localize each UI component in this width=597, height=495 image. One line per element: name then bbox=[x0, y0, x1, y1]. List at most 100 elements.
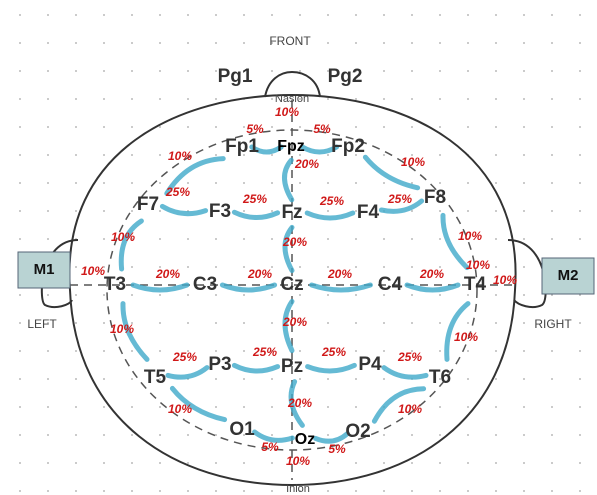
dot bbox=[579, 406, 581, 408]
dot bbox=[75, 70, 77, 72]
electrode: Pg1 bbox=[218, 66, 253, 87]
electrode: T4 bbox=[464, 274, 487, 295]
dot bbox=[215, 322, 217, 324]
dot bbox=[467, 462, 469, 464]
dot bbox=[551, 462, 553, 464]
dot bbox=[47, 350, 49, 352]
dot bbox=[103, 238, 105, 240]
dot bbox=[19, 490, 21, 492]
arrow bbox=[219, 282, 278, 293]
dot bbox=[19, 126, 21, 128]
dot bbox=[103, 42, 105, 44]
dot bbox=[383, 350, 385, 352]
dot bbox=[103, 378, 105, 380]
dot bbox=[523, 462, 525, 464]
dot bbox=[103, 350, 105, 352]
electrode: F4 bbox=[357, 202, 380, 223]
dot bbox=[523, 154, 525, 156]
arrow bbox=[313, 431, 350, 444]
dot bbox=[327, 434, 329, 436]
electrode: Pg2 bbox=[328, 66, 363, 87]
dot bbox=[103, 406, 105, 408]
percentage: 10% bbox=[275, 105, 299, 119]
dot bbox=[75, 182, 77, 184]
dot bbox=[159, 294, 161, 296]
dot bbox=[159, 126, 161, 128]
dot bbox=[411, 154, 413, 156]
dot bbox=[299, 490, 301, 492]
percentage: 10% bbox=[493, 273, 517, 287]
percentage: 20% bbox=[419, 267, 444, 281]
dot bbox=[495, 350, 497, 352]
dot bbox=[187, 154, 189, 156]
dot bbox=[411, 406, 413, 408]
dot bbox=[19, 238, 21, 240]
nose bbox=[264, 70, 321, 98]
inion-label: Inion bbox=[286, 483, 310, 495]
dot bbox=[383, 182, 385, 184]
electrode: C3 bbox=[193, 274, 217, 295]
dot bbox=[131, 14, 133, 16]
electrode: Cz bbox=[280, 274, 303, 295]
dot bbox=[467, 406, 469, 408]
electrode: O2 bbox=[345, 421, 370, 442]
dot bbox=[131, 322, 133, 324]
dot bbox=[75, 42, 77, 44]
left-ear bbox=[40, 239, 79, 309]
dot bbox=[327, 182, 329, 184]
dot bbox=[439, 406, 441, 408]
dot bbox=[75, 210, 77, 212]
dot bbox=[47, 126, 49, 128]
percentage: 10% bbox=[401, 155, 425, 169]
dot bbox=[579, 70, 581, 72]
right-label: RIGHT bbox=[534, 317, 572, 331]
dot bbox=[243, 266, 245, 268]
arrow bbox=[309, 282, 373, 293]
dot bbox=[579, 98, 581, 100]
dot bbox=[159, 182, 161, 184]
dot bbox=[467, 322, 469, 324]
dot bbox=[467, 98, 469, 100]
dot bbox=[467, 42, 469, 44]
dot bbox=[551, 70, 553, 72]
dot bbox=[131, 98, 133, 100]
dot bbox=[411, 98, 413, 100]
right-ear bbox=[507, 239, 547, 309]
dot bbox=[243, 70, 245, 72]
dot bbox=[47, 98, 49, 100]
dot bbox=[215, 70, 217, 72]
dot bbox=[131, 406, 133, 408]
dot bbox=[495, 434, 497, 436]
dot bbox=[355, 434, 357, 436]
dot bbox=[495, 210, 497, 212]
dot bbox=[159, 378, 161, 380]
dot bbox=[355, 210, 357, 212]
dot bbox=[159, 406, 161, 408]
dot bbox=[327, 98, 329, 100]
dot bbox=[215, 350, 217, 352]
dot bbox=[327, 70, 329, 72]
dot bbox=[299, 182, 301, 184]
dot bbox=[159, 322, 161, 324]
dot bbox=[439, 154, 441, 156]
dot bbox=[579, 434, 581, 436]
dot bbox=[551, 434, 553, 436]
dot bbox=[327, 462, 329, 464]
dot bbox=[327, 322, 329, 324]
dot bbox=[383, 322, 385, 324]
percentage: 25% bbox=[165, 185, 190, 199]
dot bbox=[327, 490, 329, 492]
percentage: 25% bbox=[321, 345, 346, 359]
dot bbox=[327, 210, 329, 212]
dot bbox=[19, 350, 21, 352]
dot bbox=[551, 98, 553, 100]
dot bbox=[243, 182, 245, 184]
dot bbox=[75, 434, 77, 436]
dot bbox=[355, 322, 357, 324]
dot bbox=[327, 126, 329, 128]
dot bbox=[215, 378, 217, 380]
dot bbox=[243, 126, 245, 128]
arrow bbox=[252, 429, 295, 443]
arrow bbox=[440, 212, 470, 271]
percentage: 25% bbox=[172, 350, 197, 364]
